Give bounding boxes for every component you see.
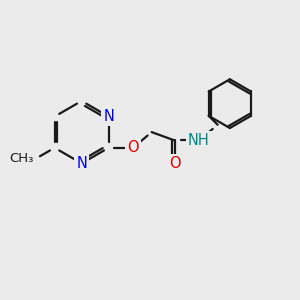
Text: N: N [76,156,87,171]
Text: O: O [169,156,180,171]
Text: N: N [103,109,114,124]
Text: CH₃: CH₃ [9,152,34,165]
Text: NH: NH [188,133,210,148]
Text: O: O [127,140,139,155]
